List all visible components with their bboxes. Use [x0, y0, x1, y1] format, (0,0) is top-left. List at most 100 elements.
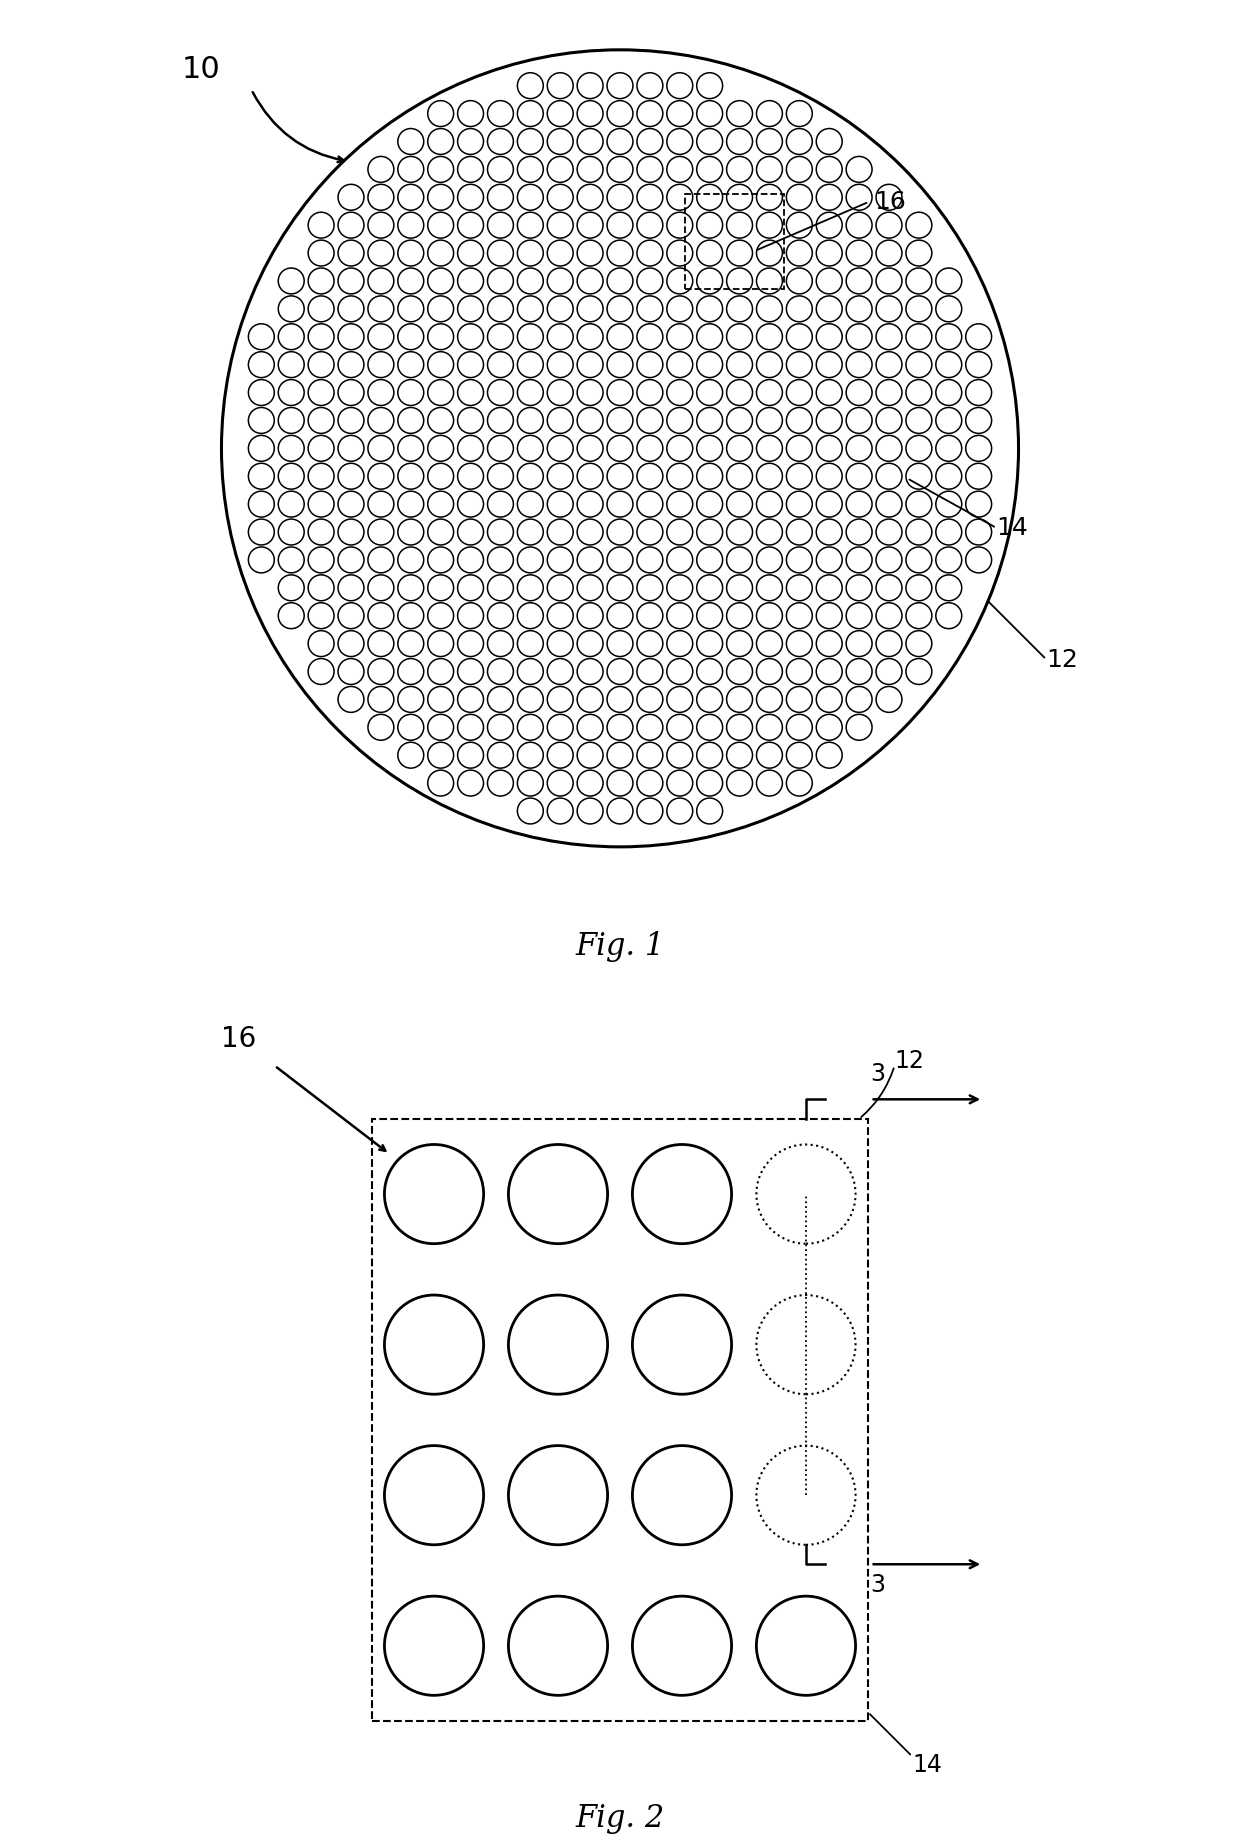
- Circle shape: [517, 380, 543, 406]
- Circle shape: [577, 268, 603, 293]
- Circle shape: [608, 268, 632, 293]
- Circle shape: [577, 380, 603, 406]
- Circle shape: [458, 295, 484, 321]
- Circle shape: [667, 799, 693, 825]
- Circle shape: [608, 435, 632, 461]
- Circle shape: [577, 435, 603, 461]
- Circle shape: [428, 380, 454, 406]
- Circle shape: [786, 576, 812, 601]
- Circle shape: [816, 714, 842, 740]
- Circle shape: [786, 435, 812, 461]
- Circle shape: [756, 240, 782, 266]
- Circle shape: [906, 491, 931, 517]
- Circle shape: [727, 686, 753, 712]
- Circle shape: [577, 129, 603, 155]
- Circle shape: [517, 101, 543, 127]
- Circle shape: [517, 295, 543, 321]
- Circle shape: [697, 659, 723, 684]
- Circle shape: [368, 240, 394, 266]
- Circle shape: [727, 212, 753, 238]
- Circle shape: [428, 576, 454, 601]
- Circle shape: [547, 631, 573, 657]
- Circle shape: [577, 295, 603, 321]
- Circle shape: [936, 352, 962, 378]
- Circle shape: [786, 491, 812, 517]
- Circle shape: [637, 212, 663, 238]
- Circle shape: [667, 157, 693, 183]
- Circle shape: [487, 769, 513, 795]
- Text: 3: 3: [870, 1063, 885, 1087]
- Circle shape: [368, 435, 394, 461]
- Circle shape: [816, 295, 842, 321]
- Circle shape: [577, 325, 603, 351]
- Circle shape: [875, 518, 901, 544]
- Circle shape: [756, 1446, 856, 1544]
- Circle shape: [547, 491, 573, 517]
- Circle shape: [458, 380, 484, 406]
- Circle shape: [458, 129, 484, 155]
- Circle shape: [846, 686, 872, 712]
- Circle shape: [428, 659, 454, 684]
- Circle shape: [547, 352, 573, 378]
- Circle shape: [309, 546, 334, 572]
- Circle shape: [667, 295, 693, 321]
- Circle shape: [278, 491, 304, 517]
- Circle shape: [577, 686, 603, 712]
- Circle shape: [786, 659, 812, 684]
- Circle shape: [608, 518, 632, 544]
- Circle shape: [547, 157, 573, 183]
- Circle shape: [428, 325, 454, 351]
- Circle shape: [637, 101, 663, 127]
- Circle shape: [517, 184, 543, 210]
- Circle shape: [786, 742, 812, 768]
- Circle shape: [577, 576, 603, 601]
- Circle shape: [428, 268, 454, 293]
- Circle shape: [697, 212, 723, 238]
- Circle shape: [517, 72, 543, 98]
- Circle shape: [875, 576, 901, 601]
- Circle shape: [667, 325, 693, 351]
- Circle shape: [517, 240, 543, 266]
- Circle shape: [278, 352, 304, 378]
- Circle shape: [816, 268, 842, 293]
- Circle shape: [637, 129, 663, 155]
- Circle shape: [508, 1596, 608, 1696]
- Circle shape: [248, 380, 274, 406]
- Circle shape: [637, 157, 663, 183]
- Circle shape: [608, 157, 632, 183]
- Circle shape: [398, 518, 424, 544]
- Circle shape: [222, 50, 1018, 847]
- Circle shape: [368, 380, 394, 406]
- Circle shape: [637, 686, 663, 712]
- Circle shape: [368, 325, 394, 351]
- Circle shape: [756, 380, 782, 406]
- Circle shape: [786, 268, 812, 293]
- Circle shape: [428, 184, 454, 210]
- Circle shape: [517, 546, 543, 572]
- Circle shape: [637, 463, 663, 489]
- Circle shape: [667, 129, 693, 155]
- Circle shape: [577, 631, 603, 657]
- Circle shape: [608, 212, 632, 238]
- Circle shape: [936, 518, 962, 544]
- Circle shape: [727, 576, 753, 601]
- Circle shape: [637, 295, 663, 321]
- Circle shape: [727, 603, 753, 629]
- Circle shape: [608, 659, 632, 684]
- Circle shape: [428, 742, 454, 768]
- Circle shape: [608, 603, 632, 629]
- Circle shape: [966, 380, 992, 406]
- Circle shape: [458, 240, 484, 266]
- Circle shape: [517, 325, 543, 351]
- Circle shape: [398, 325, 424, 351]
- Circle shape: [339, 212, 365, 238]
- Circle shape: [577, 240, 603, 266]
- Circle shape: [936, 435, 962, 461]
- Circle shape: [428, 295, 454, 321]
- Circle shape: [697, 101, 723, 127]
- Bar: [684, 194, 785, 290]
- Circle shape: [278, 408, 304, 434]
- Circle shape: [756, 1596, 856, 1696]
- Circle shape: [339, 325, 365, 351]
- Circle shape: [339, 435, 365, 461]
